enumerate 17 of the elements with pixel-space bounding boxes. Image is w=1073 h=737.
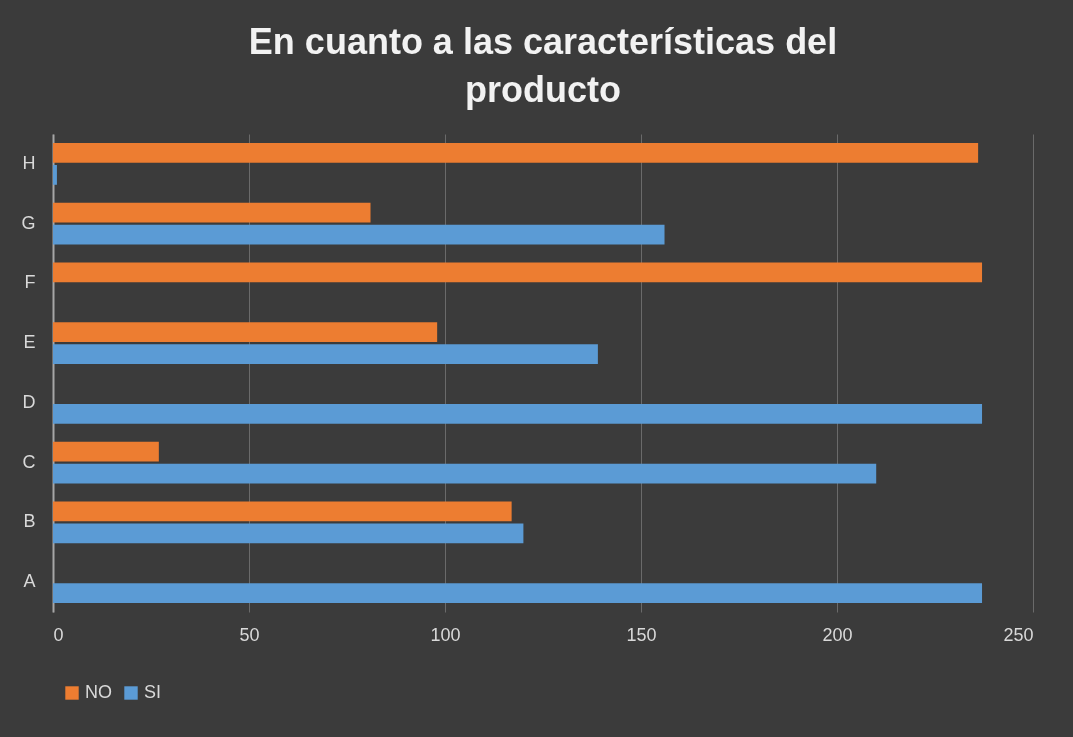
- x-tick-label: 150: [626, 624, 657, 645]
- y-tick-label: H: [22, 152, 36, 173]
- y-tick-label: A: [23, 571, 36, 592]
- legend-label: SI: [144, 682, 162, 702]
- x-tick-label: 250: [1003, 624, 1034, 645]
- legend-label: NO: [85, 682, 112, 702]
- y-tick-label: E: [23, 332, 36, 353]
- y-tick-label: G: [21, 212, 36, 233]
- y-tick-label: F: [24, 272, 36, 293]
- y-tick-label: D: [22, 391, 36, 412]
- x-tick-label: 100: [430, 624, 461, 645]
- y-tick-label: C: [22, 451, 36, 472]
- y-tick-label: B: [23, 511, 36, 532]
- x-tick-label: 200: [822, 624, 853, 645]
- chart-title: En cuanto a las características del producto: [248, 21, 838, 110]
- x-tick-label: 50: [239, 624, 260, 645]
- x-tick-label: 0: [53, 624, 64, 645]
